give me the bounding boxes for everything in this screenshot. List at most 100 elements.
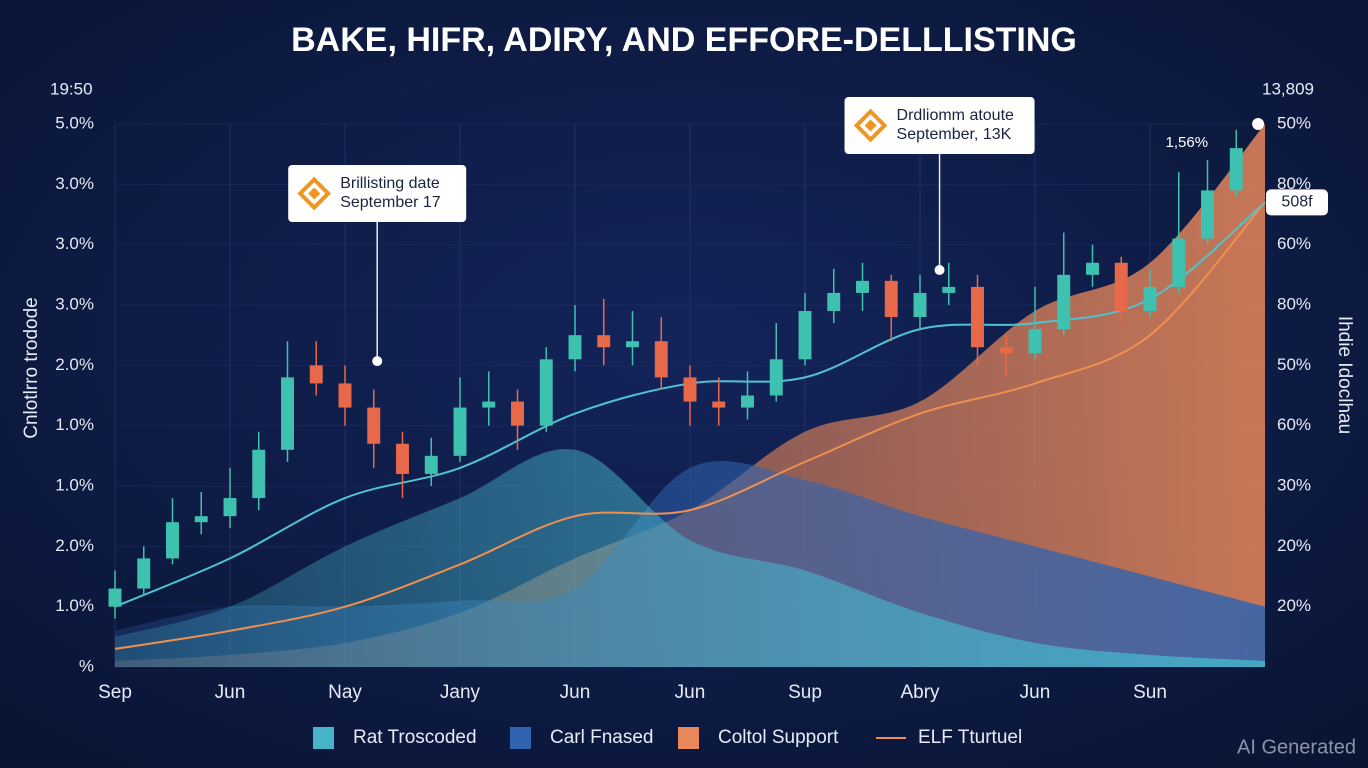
- y-tick-label: 1.0%: [55, 596, 94, 615]
- chart-title: BAKE, HIFR, ADIRY, AND EFFORE-DELLLISTIN…: [291, 21, 1077, 59]
- x-tick-label: Jany: [440, 682, 481, 703]
- y2-axis-title: Ihdie Idoclhau: [1334, 316, 1355, 434]
- callout-point: [934, 265, 945, 276]
- x-tick-label: Jun: [215, 682, 246, 703]
- x-tick-label: Jun: [675, 682, 706, 703]
- callout-text: Drdliomm atoute: [897, 107, 1014, 124]
- area: [115, 448, 1265, 667]
- legend-marker: [510, 727, 531, 749]
- callout-box: [844, 97, 1035, 154]
- y2-tick-label: 20%: [1277, 536, 1311, 555]
- y2-tick-label: 60%: [1277, 234, 1311, 253]
- legend-label: Carl Fnased: [550, 727, 654, 748]
- candle-body: [712, 401, 726, 408]
- candle-body: [482, 401, 496, 408]
- callout-text: September 17: [340, 194, 441, 211]
- y2-tick-label: 80%: [1277, 174, 1311, 193]
- y2-tick-label: 50%: [1277, 113, 1311, 132]
- candle-body: [999, 347, 1013, 354]
- candle-body: [453, 407, 467, 456]
- candle-body: [1172, 238, 1186, 287]
- candle-body: [798, 311, 812, 360]
- callout-point: [372, 356, 383, 367]
- legend-label: Rat Troscoded: [353, 727, 477, 748]
- y2-marker-label: 508f: [1281, 194, 1313, 211]
- x-tick-label: Nay: [328, 682, 362, 703]
- candle-body: [568, 335, 582, 360]
- y-tick-label: 3.0%: [55, 294, 94, 313]
- candle-body: [194, 516, 208, 523]
- candle-body: [741, 395, 754, 408]
- y2-tick-label: 50%: [1277, 355, 1311, 374]
- y-tick-label: 2.0%: [55, 355, 94, 374]
- candle-body: [1201, 190, 1214, 239]
- x-tick-label: Sep: [98, 682, 132, 703]
- candle-body: [1086, 262, 1099, 275]
- candle-body: [309, 365, 323, 384]
- y-tick-label: 5.0%: [55, 113, 94, 132]
- candle-body: [338, 383, 352, 408]
- candle-body: [942, 286, 956, 293]
- candle-body: [683, 377, 697, 402]
- candle-body: [1143, 286, 1157, 312]
- candle-body: [424, 455, 438, 474]
- x-tick-label: Abry: [900, 682, 940, 703]
- callout-icon: [853, 108, 888, 143]
- candle-body: [654, 341, 668, 378]
- peak-label: 1,56%: [1166, 134, 1209, 151]
- x-tick-label: Sup: [788, 682, 822, 703]
- candle-body: [223, 498, 237, 517]
- candle-body: [108, 588, 122, 607]
- candle-body: [913, 292, 927, 318]
- watermark: AI Generated: [1237, 736, 1356, 758]
- candle-body: [511, 401, 524, 426]
- candle-body: [539, 359, 553, 426]
- legend-label: Coltol Support: [718, 727, 839, 748]
- callout-icon-inner: [308, 187, 321, 200]
- y2-marker-box: [1266, 189, 1328, 216]
- candle-body: [1114, 262, 1128, 312]
- candle-body: [367, 407, 381, 444]
- candle-body: [827, 292, 841, 312]
- y-tick-label: 3.0%: [55, 234, 94, 253]
- candle-body: [626, 341, 639, 348]
- y-tick-label: 1.0%: [55, 475, 94, 494]
- y-tick-label: 2.0%: [55, 536, 94, 555]
- candle-body: [856, 280, 869, 293]
- candle-body: [252, 449, 266, 499]
- y2-unit: 13,809: [1262, 79, 1314, 98]
- y-axis-title: Cnlotlrro trodode: [21, 297, 42, 439]
- x-tick-label: Jun: [560, 682, 591, 703]
- candle-body: [971, 286, 984, 348]
- candle-body: [884, 280, 898, 318]
- callout-text: Brillisting date: [340, 175, 440, 192]
- x-tick-label: Jun: [1020, 682, 1051, 703]
- x-tick-label: Sun: [1133, 682, 1167, 703]
- legend-marker: [313, 727, 334, 749]
- callout-text: September, 13K: [897, 126, 1012, 143]
- callout-icon: [297, 176, 332, 211]
- y2-tick-label: 20%: [1277, 596, 1311, 615]
- candle-body: [1057, 274, 1071, 330]
- candle-body: [597, 335, 611, 348]
- y-unit: 19:50: [50, 79, 93, 98]
- candle-body: [769, 359, 783, 396]
- candle-body: [1028, 329, 1042, 354]
- line: [114, 201, 1266, 650]
- callout-icon-inner: [864, 119, 877, 132]
- peak-point: [1252, 118, 1265, 130]
- y-tick-label: 3.0%: [55, 174, 94, 193]
- y2-tick-label: 30%: [1277, 475, 1311, 494]
- legend-marker: [678, 727, 699, 749]
- legend-label: ELF Tturtuel: [918, 727, 1022, 748]
- y2-tick-label: 60%: [1277, 415, 1311, 434]
- y-tick-label: %: [79, 656, 94, 675]
- candle-body: [137, 558, 151, 589]
- callout-box: [288, 165, 467, 222]
- y2-tick-label: 80%: [1277, 294, 1311, 313]
- candle-body: [396, 443, 409, 474]
- candle-body: [281, 377, 294, 450]
- y-tick-label: 1.0%: [55, 415, 94, 434]
- candle-body: [1229, 148, 1243, 191]
